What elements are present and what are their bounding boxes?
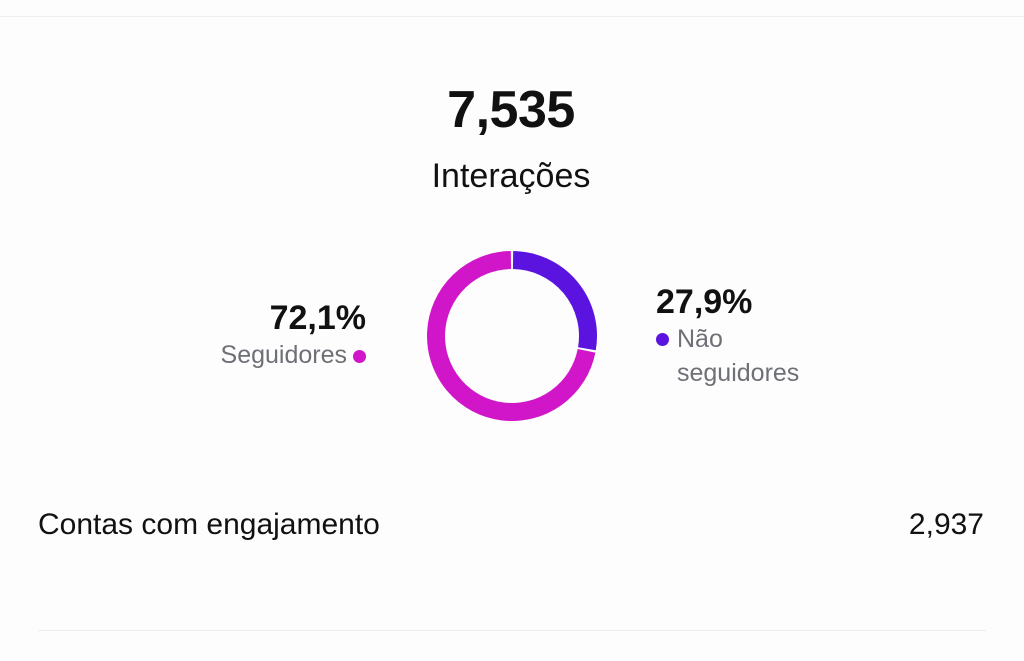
non-followers-legend: 27,9% Não seguidores (656, 282, 876, 390)
non-followers-percent: 27,9% (656, 283, 753, 321)
followers-segment (427, 251, 596, 421)
engaged-accounts-value: 2,937 (908, 508, 984, 541)
engaged-accounts-label[interactable]: Contas com engajamento (38, 508, 380, 541)
bottom-divider (38, 630, 986, 631)
followers-percent: 72,1% (269, 299, 366, 337)
interactions-donut-chart (420, 244, 604, 428)
non-followers-label-line2: seguidores (677, 359, 800, 387)
interactions-label: Interações (431, 157, 591, 195)
non-followers-legend-dot (656, 333, 669, 346)
followers-legend: 72,1% Seguidores (150, 298, 366, 372)
non-followers-label: Não seguidores (677, 322, 799, 390)
interactions-total: 7,535 (447, 81, 575, 139)
top-divider (0, 16, 1024, 17)
donut-svg (427, 251, 597, 421)
non-followers-segment (512, 251, 597, 351)
followers-legend-dot (353, 349, 366, 363)
followers-label: Seguidores (220, 341, 347, 369)
non-followers-label-line1: Não (677, 325, 723, 353)
